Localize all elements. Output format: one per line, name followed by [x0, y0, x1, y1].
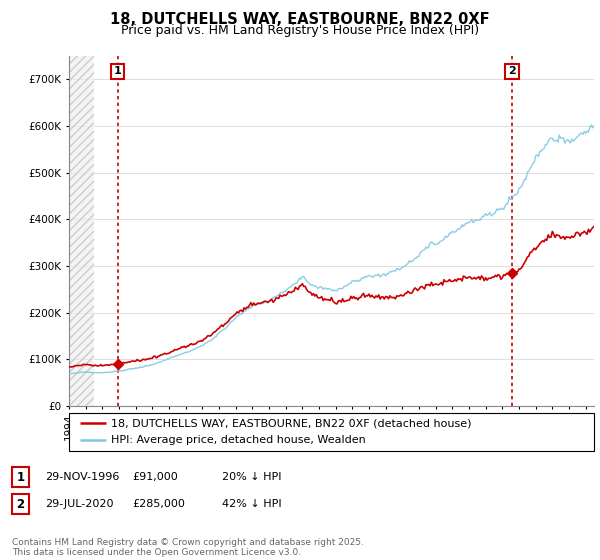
Text: £285,000: £285,000 [132, 499, 185, 509]
Text: Price paid vs. HM Land Registry's House Price Index (HPI): Price paid vs. HM Land Registry's House … [121, 24, 479, 36]
Text: 2: 2 [16, 497, 25, 511]
Text: 20% ↓ HPI: 20% ↓ HPI [222, 472, 281, 482]
Text: 42% ↓ HPI: 42% ↓ HPI [222, 499, 281, 509]
Text: 29-JUL-2020: 29-JUL-2020 [45, 499, 113, 509]
Text: Contains HM Land Registry data © Crown copyright and database right 2025.
This d: Contains HM Land Registry data © Crown c… [12, 538, 364, 557]
Text: 18, DUTCHELLS WAY, EASTBOURNE, BN22 0XF (detached house): 18, DUTCHELLS WAY, EASTBOURNE, BN22 0XF … [111, 418, 472, 428]
Text: 18, DUTCHELLS WAY, EASTBOURNE, BN22 0XF: 18, DUTCHELLS WAY, EASTBOURNE, BN22 0XF [110, 12, 490, 27]
Text: 2: 2 [508, 67, 516, 77]
Text: £91,000: £91,000 [132, 472, 178, 482]
Text: HPI: Average price, detached house, Wealden: HPI: Average price, detached house, Weal… [111, 435, 366, 445]
Text: 1: 1 [114, 67, 122, 77]
Bar [69, 56, 94, 406]
Text: 1: 1 [16, 470, 25, 484]
Text: 29-NOV-1996: 29-NOV-1996 [45, 472, 119, 482]
